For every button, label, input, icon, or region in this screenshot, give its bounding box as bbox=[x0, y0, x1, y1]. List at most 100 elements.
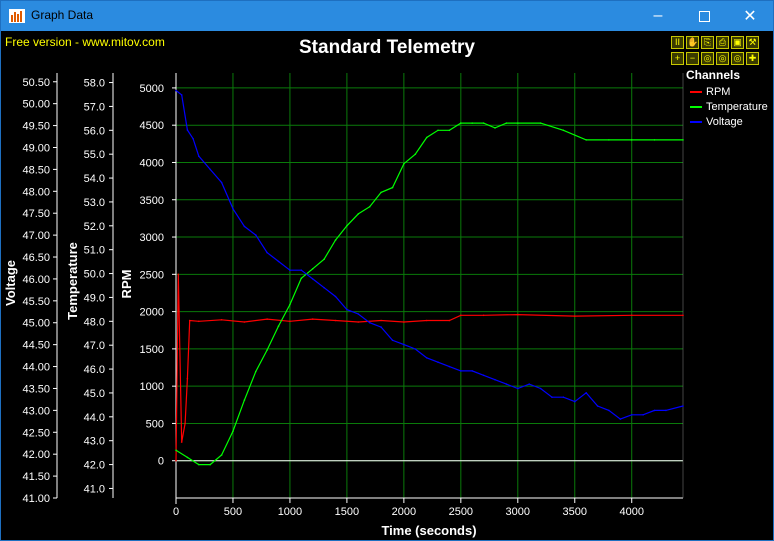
zoom-all-button[interactable]: ◎ bbox=[716, 52, 729, 65]
settings-button[interactable]: ⚒ bbox=[746, 36, 759, 49]
data-point-voltage bbox=[653, 409, 656, 412]
window-title: Graph Data bbox=[31, 8, 94, 22]
data-point-voltage bbox=[300, 269, 303, 271]
legend-label-rpm: RPM bbox=[706, 86, 731, 98]
rpm-tick-label: 500 bbox=[146, 418, 164, 430]
copy-button[interactable]: ⎘ bbox=[701, 36, 714, 49]
data-point-voltage bbox=[665, 409, 667, 412]
voltage-tick-label: 43.00 bbox=[22, 405, 50, 417]
data-point-voltage bbox=[494, 378, 496, 381]
legend-label-voltage: Voltage bbox=[706, 116, 743, 128]
data-point-temperature bbox=[494, 127, 496, 129]
zoom-fit-button[interactable]: ◎ bbox=[701, 52, 714, 65]
data-point-rpm bbox=[682, 314, 684, 317]
data-point-rpm bbox=[186, 377, 189, 380]
zoom-out-button[interactable]: − bbox=[686, 52, 699, 65]
data-point-temperature bbox=[277, 325, 280, 327]
settings-icon: ⚒ bbox=[748, 37, 757, 47]
data-point-temperature bbox=[682, 139, 684, 141]
rpm-tick-label: 2000 bbox=[140, 307, 164, 319]
data-point-voltage bbox=[448, 365, 451, 368]
voltage-tick-label: 48.00 bbox=[22, 186, 50, 198]
save-button[interactable]: ▣ bbox=[731, 36, 744, 49]
maximize-button[interactable] bbox=[681, 1, 727, 31]
data-point-voltage bbox=[482, 374, 485, 377]
data-point-temperature bbox=[175, 449, 177, 452]
title-bar[interactable]: Graph Data – ✕ bbox=[1, 1, 773, 31]
telemetry-chart[interactable]: 0 500 1000 1500 2000 2500 3000 3500 4000 0 500 1000… bbox=[1, 31, 773, 540]
data-point-rpm bbox=[175, 459, 177, 462]
data-point-temperature bbox=[630, 139, 633, 141]
data-point-temperature bbox=[323, 258, 325, 260]
data-point-voltage bbox=[209, 168, 211, 171]
temperature-tick-label: 54.0 bbox=[84, 173, 105, 185]
add-button[interactable]: ✚ bbox=[746, 52, 759, 65]
legend-item-voltage[interactable]: Voltage bbox=[690, 116, 743, 130]
voltage-tick-label: 46.00 bbox=[22, 274, 50, 286]
data-point-temperature bbox=[357, 213, 360, 215]
data-point-voltage bbox=[220, 181, 223, 184]
data-point-rpm bbox=[574, 315, 576, 317]
data-point-voltage bbox=[471, 370, 474, 372]
data-point-voltage bbox=[574, 400, 576, 403]
data-point-voltage bbox=[562, 396, 565, 399]
pause-button[interactable]: II bbox=[671, 36, 684, 49]
data-point-voltage bbox=[311, 278, 314, 280]
zoom-in-button[interactable]: + bbox=[671, 52, 684, 65]
data-point-temperature bbox=[334, 239, 337, 241]
temperature-tick-label: 55.0 bbox=[84, 149, 105, 161]
data-point-voltage bbox=[596, 405, 599, 407]
data-point-temperature bbox=[391, 186, 394, 189]
data-point-voltage bbox=[323, 286, 325, 289]
data-point-temperature bbox=[448, 129, 451, 132]
rpm-axis-label: RPM bbox=[119, 270, 134, 299]
data-point-temperature bbox=[403, 162, 405, 165]
data-point-voltage bbox=[619, 418, 622, 420]
data-point-temperature bbox=[266, 349, 268, 351]
plot-area[interactable]: Free version - www.mitov.com Standard Te… bbox=[1, 31, 773, 540]
zoom-region-button[interactable]: ◎ bbox=[731, 52, 744, 65]
data-point-rpm bbox=[184, 422, 186, 425]
legend-item-temperature[interactable]: Temperature bbox=[690, 101, 768, 115]
data-point-temperature bbox=[425, 136, 428, 139]
data-point-temperature bbox=[585, 139, 587, 141]
data-point-voltage bbox=[585, 392, 587, 394]
data-point-temperature bbox=[289, 303, 291, 306]
data-point-rpm bbox=[177, 273, 180, 276]
add-icon: ✚ bbox=[748, 53, 757, 63]
close-button[interactable]: ✕ bbox=[727, 1, 773, 31]
series-line-temperature bbox=[175, 122, 683, 466]
legend-label-temperature: Temperature bbox=[706, 101, 768, 113]
x-tick-label: 2500 bbox=[449, 506, 473, 518]
data-point-voltage bbox=[357, 313, 360, 315]
voltage-tick-label: 47.00 bbox=[22, 230, 50, 242]
temperature-tick-label: 47.0 bbox=[84, 340, 105, 352]
data-point-rpm bbox=[517, 313, 519, 316]
rpm-tick-label: 3500 bbox=[140, 195, 164, 207]
data-point-temperature bbox=[368, 205, 371, 208]
data-point-temperature bbox=[437, 129, 439, 132]
minimize-button[interactable]: – bbox=[635, 1, 681, 31]
data-point-temperature bbox=[255, 370, 257, 373]
data-point-voltage bbox=[232, 208, 234, 210]
minimize-icon: – bbox=[653, 7, 663, 24]
voltage-tick-label: 44.50 bbox=[22, 340, 50, 352]
data-point-voltage bbox=[289, 269, 291, 271]
voltage-tick-label: 44.00 bbox=[22, 362, 50, 374]
print-button[interactable]: ⎙ bbox=[716, 36, 729, 49]
x-tick-label: 3000 bbox=[506, 506, 530, 518]
data-point-rpm bbox=[357, 321, 360, 323]
temperature-axis-label: Temperature bbox=[65, 242, 80, 320]
data-point-rpm bbox=[311, 318, 314, 320]
data-point-voltage bbox=[425, 357, 428, 359]
data-point-voltage bbox=[539, 387, 542, 390]
data-point-rpm bbox=[482, 314, 485, 317]
rpm-tick-label: 2500 bbox=[140, 269, 164, 281]
data-point-rpm bbox=[188, 319, 191, 322]
hand-icon: ✋ bbox=[687, 37, 699, 47]
legend-item-rpm[interactable]: RPM bbox=[690, 86, 730, 100]
data-point-voltage bbox=[368, 321, 371, 324]
voltage-tick-label: 42.50 bbox=[22, 427, 50, 439]
temperature-tick-label: 52.0 bbox=[84, 221, 105, 233]
hand-button[interactable]: ✋ bbox=[686, 36, 699, 49]
